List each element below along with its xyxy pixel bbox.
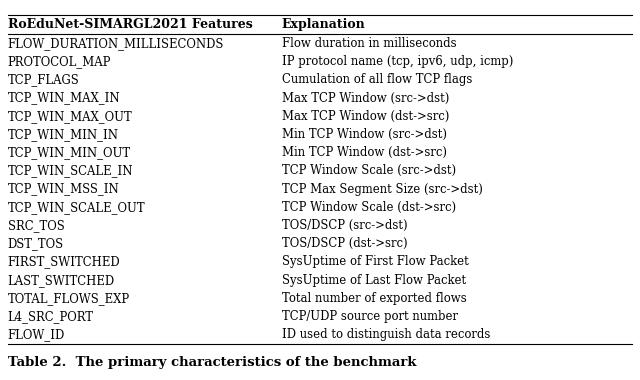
Text: SysUptime of First Flow Packet: SysUptime of First Flow Packet [282, 255, 468, 268]
Text: Min TCP Window (src->dst): Min TCP Window (src->dst) [282, 128, 447, 141]
Text: TCP_WIN_MSS_IN: TCP_WIN_MSS_IN [8, 182, 120, 196]
Text: RoEduNet-SIMARGL2021 Features: RoEduNet-SIMARGL2021 Features [8, 18, 252, 31]
Text: PROTOCOL_MAP: PROTOCOL_MAP [8, 55, 111, 68]
Text: TCP/UDP source port number: TCP/UDP source port number [282, 310, 458, 323]
Text: Total number of exported flows: Total number of exported flows [282, 292, 467, 305]
Text: Max TCP Window (src->dst): Max TCP Window (src->dst) [282, 92, 449, 105]
Text: FLOW_DURATION_MILLISECONDS: FLOW_DURATION_MILLISECONDS [8, 37, 224, 50]
Text: FLOW_ID: FLOW_ID [8, 328, 65, 341]
Text: TCP_WIN_MIN_OUT: TCP_WIN_MIN_OUT [8, 146, 131, 159]
Text: TCP_WIN_MAX_OUT: TCP_WIN_MAX_OUT [8, 110, 132, 123]
Text: Cumulation of all flow TCP flags: Cumulation of all flow TCP flags [282, 73, 472, 86]
Text: SysUptime of Last Flow Packet: SysUptime of Last Flow Packet [282, 274, 466, 287]
Text: TCP_WIN_MAX_IN: TCP_WIN_MAX_IN [8, 92, 120, 105]
Text: ID used to distinguish data records: ID used to distinguish data records [282, 328, 490, 341]
Text: TCP_FLAGS: TCP_FLAGS [8, 73, 79, 86]
Text: LAST_SWITCHED: LAST_SWITCHED [8, 274, 115, 287]
Text: TOTAL_FLOWS_EXP: TOTAL_FLOWS_EXP [8, 292, 130, 305]
Text: Explanation: Explanation [282, 18, 365, 31]
Text: Max TCP Window (dst->src): Max TCP Window (dst->src) [282, 110, 449, 123]
Text: TCP_WIN_MIN_IN: TCP_WIN_MIN_IN [8, 128, 118, 141]
Text: TOS/DSCP (dst->src): TOS/DSCP (dst->src) [282, 237, 407, 250]
Text: TOS/DSCP (src->dst): TOS/DSCP (src->dst) [282, 219, 407, 232]
Text: Min TCP Window (dst->src): Min TCP Window (dst->src) [282, 146, 447, 159]
Text: TCP Max Segment Size (src->dst): TCP Max Segment Size (src->dst) [282, 182, 483, 196]
Text: SRC_TOS: SRC_TOS [8, 219, 65, 232]
Text: TCP Window Scale (src->dst): TCP Window Scale (src->dst) [282, 164, 456, 177]
Text: Flow duration in milliseconds: Flow duration in milliseconds [282, 37, 456, 50]
Text: L4_SRC_PORT: L4_SRC_PORT [8, 310, 93, 323]
Text: FIRST_SWITCHED: FIRST_SWITCHED [8, 255, 120, 268]
Text: TCP_WIN_SCALE_OUT: TCP_WIN_SCALE_OUT [8, 201, 145, 214]
Text: TCP_WIN_SCALE_IN: TCP_WIN_SCALE_IN [8, 164, 133, 177]
Text: IP protocol name (tcp, ipv6, udp, icmp): IP protocol name (tcp, ipv6, udp, icmp) [282, 55, 513, 68]
Text: Table 2.  The primary characteristics of the benchmark: Table 2. The primary characteristics of … [8, 356, 416, 369]
Text: TCP Window Scale (dst->src): TCP Window Scale (dst->src) [282, 201, 456, 214]
Text: DST_TOS: DST_TOS [8, 237, 64, 250]
